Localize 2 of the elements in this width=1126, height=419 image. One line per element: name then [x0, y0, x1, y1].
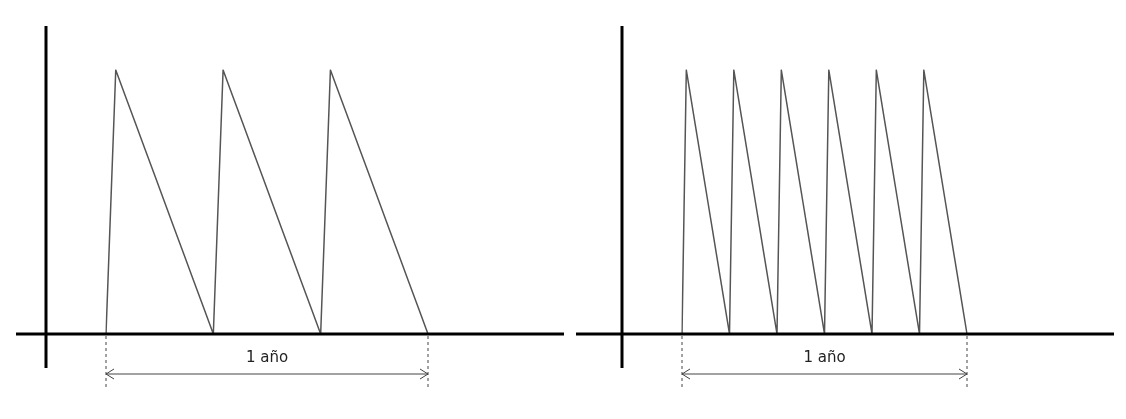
text: 1 año	[803, 348, 846, 366]
text: 1 año	[245, 348, 289, 366]
